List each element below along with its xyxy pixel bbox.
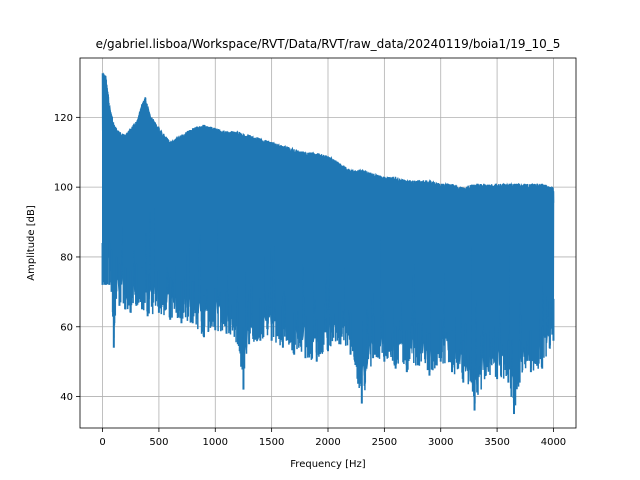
- x-tick-label: 2500: [372, 437, 397, 448]
- y-tick-label: 40: [60, 392, 73, 403]
- series-line: [101, 73, 555, 410]
- y-tick-label: 120: [54, 113, 73, 124]
- y-tick-label: 80: [60, 252, 73, 263]
- y-tick-label: 60: [60, 322, 73, 333]
- x-tick-label: 1500: [259, 437, 284, 448]
- chart-title: e/gabriel.lisboa/Workspace/RVT/Data/RVT/…: [96, 37, 561, 51]
- series-amplitude: [101, 72, 555, 415]
- y-axis: 40 60 80 100 120: [54, 113, 80, 403]
- x-tick-label: 3000: [428, 437, 453, 448]
- x-tick-label: 3500: [484, 437, 509, 448]
- x-tick-label: 500: [149, 437, 168, 448]
- x-tick-label: 1000: [203, 437, 228, 448]
- x-axis: 0 500 1000 1500 2000 2500 3000 3500 4000: [99, 428, 566, 448]
- x-tick-label: 0: [99, 437, 105, 448]
- x-axis-label: Frequency [Hz]: [290, 459, 366, 470]
- y-tick-label: 100: [54, 183, 73, 194]
- y-axis-label: Amplitude [dB]: [26, 205, 37, 281]
- x-tick-label: 2000: [315, 437, 340, 448]
- x-tick-label: 4000: [541, 437, 566, 448]
